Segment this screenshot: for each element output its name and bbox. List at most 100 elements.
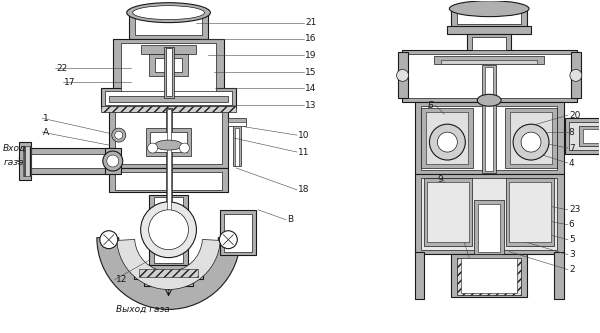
- Bar: [23, 146, 31, 176]
- Bar: [229, 118, 246, 126]
- Bar: [115, 112, 223, 164]
- Circle shape: [521, 132, 541, 152]
- Circle shape: [437, 132, 457, 152]
- Text: 22: 22: [56, 64, 67, 73]
- Bar: [398, 53, 407, 98]
- Bar: [155, 59, 182, 72]
- Ellipse shape: [127, 3, 211, 23]
- Ellipse shape: [477, 94, 501, 106]
- Bar: [115, 172, 223, 190]
- Circle shape: [430, 124, 466, 160]
- Ellipse shape: [155, 140, 182, 150]
- Text: 1: 1: [43, 114, 49, 123]
- Bar: [451, 9, 527, 27]
- Circle shape: [179, 143, 190, 153]
- Bar: [146, 128, 191, 156]
- Bar: [472, 37, 506, 51]
- Text: 12: 12: [116, 275, 127, 284]
- Bar: [421, 108, 473, 168]
- Bar: [220, 210, 256, 255]
- Bar: [113, 39, 224, 96]
- Circle shape: [397, 69, 409, 81]
- Bar: [415, 174, 564, 254]
- Circle shape: [140, 202, 196, 258]
- Bar: [457, 12, 521, 24]
- Bar: [434, 57, 544, 64]
- Bar: [407, 55, 571, 98]
- Bar: [427, 182, 469, 242]
- Text: А: А: [43, 128, 49, 137]
- Bar: [467, 34, 511, 52]
- Bar: [149, 195, 188, 265]
- Text: 7: 7: [569, 144, 575, 153]
- Text: 10: 10: [298, 131, 310, 140]
- Bar: [474, 200, 504, 254]
- Text: 16: 16: [305, 34, 316, 43]
- Text: 3: 3: [569, 250, 575, 259]
- Text: Вход: Вход: [3, 144, 26, 153]
- Text: 8: 8: [569, 128, 575, 137]
- Bar: [461, 258, 517, 293]
- Circle shape: [220, 231, 237, 249]
- Bar: [565, 118, 600, 154]
- Bar: [235, 128, 239, 166]
- Bar: [509, 182, 551, 242]
- Bar: [571, 53, 581, 98]
- Text: 4: 4: [569, 159, 574, 167]
- Bar: [134, 13, 202, 35]
- Bar: [29, 154, 115, 168]
- Circle shape: [149, 210, 188, 250]
- Bar: [448, 26, 531, 34]
- Circle shape: [112, 128, 126, 142]
- Bar: [140, 45, 196, 55]
- Bar: [451, 254, 527, 297]
- Text: В: В: [287, 215, 293, 224]
- Bar: [482, 65, 496, 173]
- Bar: [105, 148, 121, 174]
- Bar: [149, 132, 187, 152]
- Text: 6: 6: [569, 220, 575, 229]
- Bar: [401, 51, 577, 102]
- Bar: [427, 112, 468, 164]
- Text: 14: 14: [305, 84, 316, 93]
- Bar: [29, 148, 115, 174]
- Bar: [167, 109, 170, 215]
- Bar: [166, 49, 172, 96]
- Text: 5: 5: [569, 235, 575, 244]
- Bar: [143, 276, 193, 286]
- Bar: [506, 178, 554, 246]
- Text: 13: 13: [305, 101, 316, 110]
- Bar: [149, 55, 188, 76]
- Bar: [478, 204, 500, 252]
- Bar: [101, 88, 236, 108]
- Text: 9: 9: [437, 175, 443, 184]
- Text: газа: газа: [3, 158, 24, 166]
- Text: 21: 21: [305, 18, 316, 27]
- Bar: [569, 122, 600, 150]
- Circle shape: [103, 151, 123, 171]
- Bar: [583, 129, 600, 143]
- Text: 11: 11: [298, 148, 310, 157]
- Bar: [421, 106, 557, 170]
- Wedge shape: [97, 238, 240, 309]
- Bar: [19, 142, 31, 180]
- Text: Б: Б: [427, 101, 434, 110]
- Bar: [101, 106, 236, 112]
- Bar: [134, 265, 203, 278]
- Bar: [109, 96, 229, 102]
- Circle shape: [148, 143, 158, 153]
- Text: 15: 15: [305, 68, 316, 77]
- Ellipse shape: [133, 6, 205, 20]
- Text: 20: 20: [569, 111, 580, 120]
- Bar: [424, 178, 472, 246]
- Bar: [421, 178, 557, 250]
- Bar: [154, 197, 184, 263]
- Bar: [229, 122, 246, 126]
- Bar: [224, 214, 252, 252]
- Circle shape: [513, 124, 549, 160]
- Bar: [442, 61, 537, 64]
- Bar: [457, 258, 521, 295]
- Bar: [505, 108, 557, 168]
- Text: 23: 23: [569, 205, 580, 214]
- Ellipse shape: [449, 1, 529, 17]
